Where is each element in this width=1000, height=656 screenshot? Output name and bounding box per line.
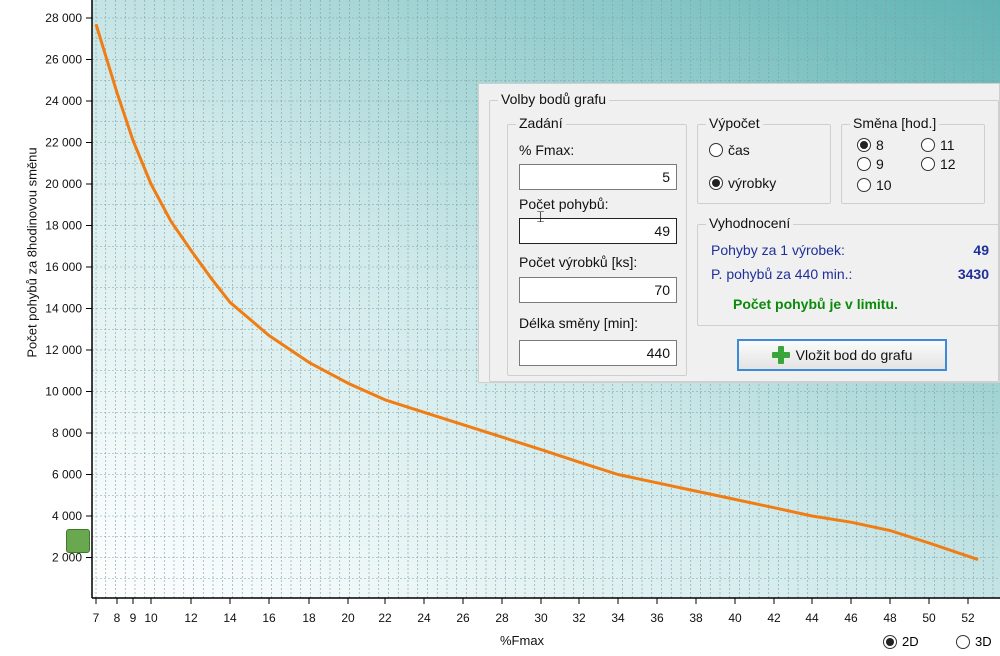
radio-smena-10[interactable]: 10 xyxy=(857,177,892,193)
pohyby-za-vyrobek-value: 49 xyxy=(973,242,989,258)
radio-selected-icon xyxy=(883,634,897,649)
y-tick-label: 28 000 xyxy=(45,11,82,25)
chart-options-panel: Volby bodů grafu Zadání % Fmax: 5 Počet … xyxy=(478,83,1000,383)
y-tick-label: 4 000 xyxy=(52,509,82,523)
options-group: Volby bodů grafu xyxy=(489,91,999,382)
x-tick-label: 42 xyxy=(767,611,781,625)
vypocet-group: Výpočet xyxy=(697,115,831,204)
radio-circle-icon xyxy=(857,178,871,192)
y-tick-label: 22 000 xyxy=(45,136,82,150)
insert-point-button[interactable]: Vložit bod do grafu xyxy=(737,339,947,371)
y-tick-label: 12 000 xyxy=(45,343,82,357)
x-tick-label: 48 xyxy=(883,611,897,625)
axis-marker-handle[interactable] xyxy=(66,529,90,553)
radio-selected-icon xyxy=(857,138,871,152)
radio-circle-icon xyxy=(921,157,935,171)
pohyby-label: Počet pohybů: xyxy=(519,196,609,212)
delka-smeny-input[interactable]: 440 xyxy=(519,340,677,366)
y-tick-label: 8 000 xyxy=(52,426,82,440)
delka-smeny-label: Délka směny [min]: xyxy=(519,315,639,331)
radio-circle-icon xyxy=(921,138,935,152)
vyhodnoceni-group: Vyhodnocení xyxy=(697,215,999,326)
pohybu-za-smenu-value: 3430 xyxy=(957,266,989,282)
x-tick-label: 8 xyxy=(114,611,121,625)
radio-cas-label: čas xyxy=(728,142,750,158)
y-tick-label: 10 000 xyxy=(45,385,82,399)
x-tick-label: 22 xyxy=(378,611,392,625)
y-tick-label: 20 000 xyxy=(45,177,82,191)
x-tick-label: 40 xyxy=(728,611,742,625)
radio-3d-label: 3D xyxy=(975,634,992,649)
series-line xyxy=(94,23,979,562)
x-tick-label: 9 xyxy=(130,611,137,625)
x-tick-label: 32 xyxy=(572,611,586,625)
radio-smena-9[interactable]: 9 xyxy=(857,156,884,172)
x-tick-label: 7 xyxy=(93,611,100,625)
radio-smena-12-label: 12 xyxy=(940,156,956,172)
radio-circle-icon xyxy=(956,634,970,649)
x-tick-label: 14 xyxy=(223,611,237,625)
x-tick-label: 18 xyxy=(302,611,316,625)
insert-point-button-label: Vložit bod do grafu xyxy=(795,347,913,363)
limit-status-text: Počet pohybů je v limitu. xyxy=(733,296,898,312)
zadani-title: Zadání xyxy=(516,115,566,131)
vyrobky-input[interactable]: 70 xyxy=(519,277,677,303)
radio-cas[interactable]: čas xyxy=(709,142,750,158)
y-tick-label: 14 000 xyxy=(45,302,82,316)
y-tick-label: 26 000 xyxy=(45,53,82,67)
radio-2d[interactable]: 2D xyxy=(883,634,919,649)
radio-smena-11[interactable]: 11 xyxy=(921,137,955,153)
x-tick-label: 16 xyxy=(262,611,276,625)
radio-smena-10-label: 10 xyxy=(876,177,892,193)
y-tick-label: 18 000 xyxy=(45,219,82,233)
plus-icon xyxy=(771,346,790,364)
x-tick-label: 28 xyxy=(495,611,509,625)
pohyby-input[interactable]: 49 xyxy=(519,218,677,244)
radio-smena-8[interactable]: 8 xyxy=(857,137,884,153)
radio-circle-icon xyxy=(857,157,871,171)
radio-vyrobky-label: výrobky xyxy=(728,175,777,191)
smena-title: Směna [hod.] xyxy=(850,115,940,131)
fmax-input[interactable]: 5 xyxy=(519,164,677,190)
x-tick-label: 44 xyxy=(805,611,819,625)
x-tick-label: 34 xyxy=(611,611,625,625)
y-tick-label: 6 000 xyxy=(52,468,82,482)
x-tick-label: 52 xyxy=(961,611,975,625)
x-tick-label: 26 xyxy=(456,611,470,625)
radio-selected-icon xyxy=(709,176,723,190)
x-tick-label: 12 xyxy=(184,611,198,625)
x-tick-label: 38 xyxy=(689,611,703,625)
vypocet-title: Výpočet xyxy=(706,115,763,131)
radio-smena-9-label: 9 xyxy=(876,156,884,172)
zadani-group: Zadání xyxy=(507,115,687,376)
x-tick-label: 30 xyxy=(534,611,548,625)
radio-circle-icon xyxy=(709,143,723,157)
radio-2d-label: 2D xyxy=(902,634,919,649)
x-tick-label: 50 xyxy=(922,611,936,625)
y-axis-label: Počet pohybů za 8hodinovou směnu xyxy=(24,147,40,358)
vyrobky-label: Počet výrobků [ks]: xyxy=(519,254,638,270)
fmax-label: % Fmax: xyxy=(519,142,575,158)
vyhodnoceni-title: Vyhodnocení xyxy=(706,215,794,231)
radio-smena-8-label: 8 xyxy=(876,137,884,153)
radio-smena-12[interactable]: 12 xyxy=(921,156,956,172)
x-tick-label: 10 xyxy=(144,611,158,625)
y-tick-label: 24 000 xyxy=(45,94,82,108)
options-group-title: Volby bodů grafu xyxy=(498,91,610,107)
radio-vyrobky[interactable]: výrobky xyxy=(709,175,776,191)
pohyby-za-vyrobek-label: Pohyby za 1 výrobek: xyxy=(711,242,845,258)
pohybu-za-smenu-label: P. pohybů za 440 min.: xyxy=(711,266,853,282)
radio-smena-11-label: 11 xyxy=(940,137,955,153)
x-tick-label: 24 xyxy=(417,611,431,625)
y-tick-label: 2 000 xyxy=(52,551,82,565)
x-tick-label: 20 xyxy=(341,611,355,625)
y-tick-label: 16 000 xyxy=(45,260,82,274)
smena-group: Směna [hod.] xyxy=(841,115,985,204)
x-axis-label: %Fmax xyxy=(500,633,545,648)
text-cursor-icon: 𝙸 xyxy=(535,209,547,226)
x-tick-label: 46 xyxy=(844,611,858,625)
x-tick-label: 36 xyxy=(650,611,664,625)
radio-3d[interactable]: 3D xyxy=(956,634,992,649)
